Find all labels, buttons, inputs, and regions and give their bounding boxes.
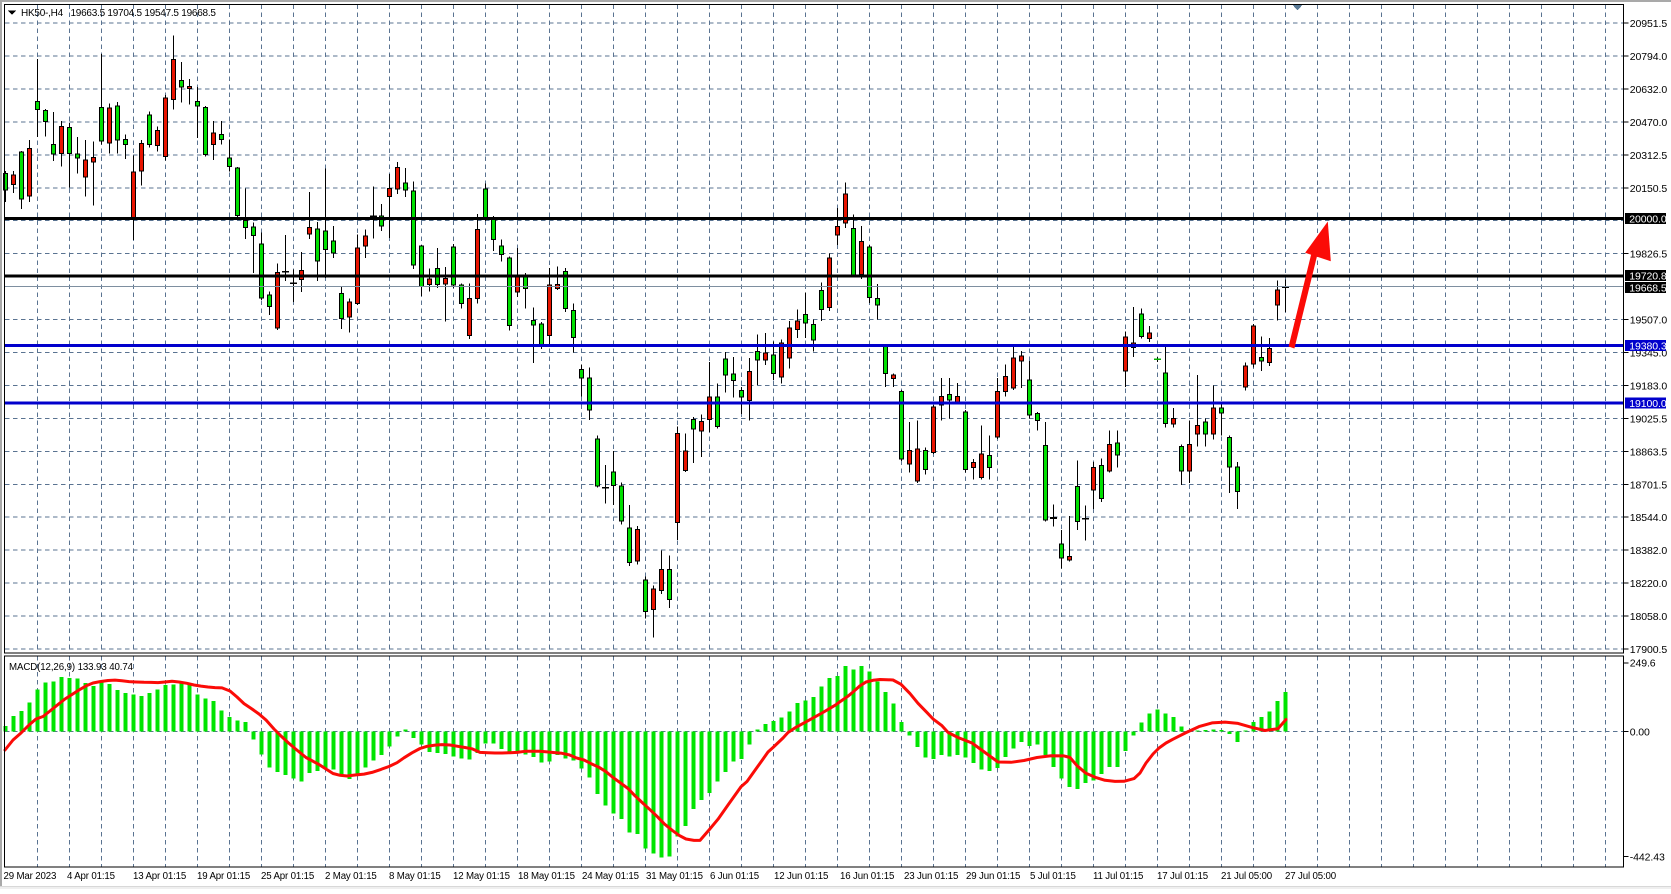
svg-text:-442.43: -442.43	[1630, 852, 1665, 864]
svg-text:18544.0: 18544.0	[1630, 512, 1668, 524]
svg-text:19380.3: 19380.3	[1629, 341, 1667, 353]
svg-text:21 Jul 05:00: 21 Jul 05:00	[1221, 871, 1273, 882]
svg-text:18220.0: 18220.0	[1630, 578, 1668, 590]
svg-text:19100.0: 19100.0	[1629, 398, 1667, 410]
svg-text:18701.5: 18701.5	[1630, 479, 1668, 491]
svg-text:8 May 01:15: 8 May 01:15	[389, 871, 441, 882]
svg-text:18 May 01:15: 18 May 01:15	[518, 871, 575, 882]
svg-text:6 Jun 01:15: 6 Jun 01:15	[710, 871, 759, 882]
svg-text:20150.5: 20150.5	[1630, 183, 1668, 195]
svg-text:27 Jul 05:00: 27 Jul 05:00	[1285, 871, 1337, 882]
svg-text:HK50-,H4 19663.5 19704.5 195: HK50-,H4 19663.5 19704.5 19547.5 19668.5	[21, 8, 216, 19]
svg-text:20632.0: 20632.0	[1630, 84, 1668, 96]
svg-text:17 Jul 01:15: 17 Jul 01:15	[1157, 871, 1208, 882]
svg-text:5 Jul 01:15: 5 Jul 01:15	[1030, 871, 1076, 882]
svg-text:24 May 01:15: 24 May 01:15	[582, 871, 639, 882]
svg-text:29 Jun 01:15: 29 Jun 01:15	[966, 871, 1020, 882]
svg-text:19507.0: 19507.0	[1630, 315, 1668, 327]
svg-text:18058.0: 18058.0	[1630, 611, 1668, 623]
svg-text:249.6: 249.6	[1630, 658, 1656, 670]
svg-text:12 Jun 01:15: 12 Jun 01:15	[774, 871, 828, 882]
svg-text:31 May 01:15: 31 May 01:15	[646, 871, 703, 882]
svg-text:29 Mar 2023: 29 Mar 2023	[4, 871, 57, 882]
svg-text:4 Apr 01:15: 4 Apr 01:15	[67, 871, 115, 882]
svg-text:18863.5: 18863.5	[1630, 446, 1668, 458]
svg-text:20312.5: 20312.5	[1630, 150, 1668, 162]
svg-text:19 Apr 01:15: 19 Apr 01:15	[197, 871, 250, 882]
svg-text:13 Apr 01:15: 13 Apr 01:15	[133, 871, 186, 882]
svg-text:17900.5: 17900.5	[1630, 644, 1668, 656]
svg-text:MACD(12,26,9) 133.93 40.74: MACD(12,26,9) 133.93 40.74	[9, 662, 134, 673]
svg-text:20470.0: 20470.0	[1630, 117, 1668, 129]
svg-text:2 May 01:15: 2 May 01:15	[325, 871, 377, 882]
svg-text:20000.0: 20000.0	[1629, 214, 1667, 226]
svg-text:11 Jul 01:15: 11 Jul 01:15	[1093, 871, 1143, 882]
svg-text:18382.0: 18382.0	[1630, 545, 1668, 557]
svg-text:0.00: 0.00	[1630, 727, 1650, 739]
svg-text:19025.5: 19025.5	[1630, 413, 1668, 425]
svg-text:25 Apr 01:15: 25 Apr 01:15	[261, 871, 314, 882]
svg-text:19668.5: 19668.5	[1629, 283, 1667, 295]
svg-text:19183.0: 19183.0	[1630, 381, 1668, 393]
svg-text:12 May 01:15: 12 May 01:15	[453, 871, 510, 882]
svg-text:20951.5: 20951.5	[1630, 18, 1668, 30]
svg-text:19720.8: 19720.8	[1629, 270, 1667, 282]
svg-text:16 Jun 01:15: 16 Jun 01:15	[840, 871, 894, 882]
svg-text:20794.0: 20794.0	[1630, 51, 1668, 63]
svg-text:19826.5: 19826.5	[1630, 249, 1668, 261]
svg-text:23 Jun 01:15: 23 Jun 01:15	[904, 871, 958, 882]
